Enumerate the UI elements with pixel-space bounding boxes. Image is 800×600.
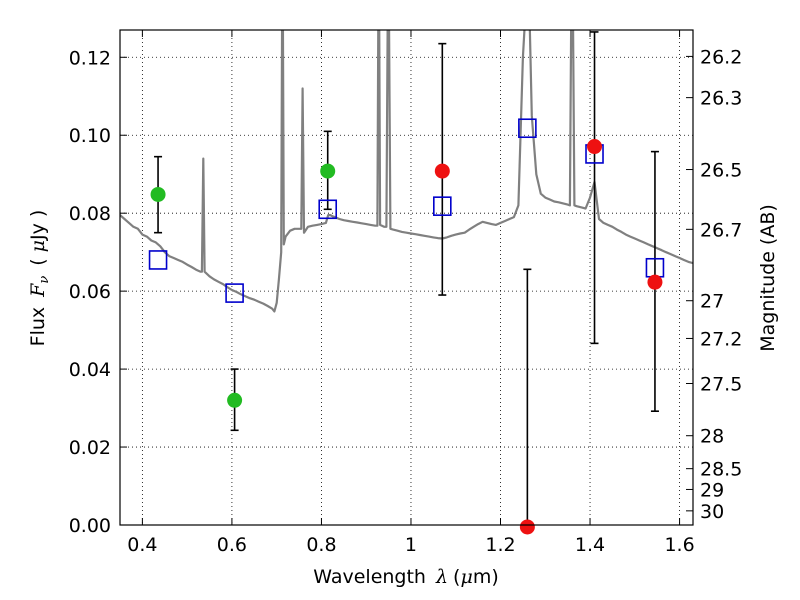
- axis-ticks: 0.4 0.6 0.8 1 1.2 1.4 1.6 0.00 0.02 0.04 0.06 0.08 0…: [69, 30, 742, 556]
- y-tick-label: 0.00: [69, 515, 111, 537]
- y2-tick-label: 30: [700, 501, 724, 523]
- model-flux-square: [318, 199, 338, 220]
- observed-flux-point: [434, 163, 450, 179]
- observed-flux-point: [150, 186, 166, 202]
- x-tick-label: 0.6: [217, 534, 247, 556]
- x-tick-label: 1.4: [575, 534, 605, 556]
- observed-flux-point: [519, 519, 535, 535]
- observed-flux-point: [227, 392, 243, 408]
- template-spectrum-line: [120, 30, 693, 313]
- y-tick-label: 0.12: [69, 47, 111, 69]
- x-tick-label: 0.4: [127, 534, 157, 556]
- model-flux-square: [225, 283, 244, 303]
- y2-tick-label: 26.7: [700, 219, 742, 241]
- x-tick-label: 1: [405, 534, 417, 556]
- x-tick-label: 1.6: [664, 534, 694, 556]
- y-axis-label: FluxFν(μJy ): [27, 210, 52, 347]
- observed-flux-point: [587, 139, 603, 155]
- y2-tick-label: 28: [700, 426, 724, 448]
- x-tick-label: 1.2: [485, 534, 515, 556]
- y2-tick-label: 28.5: [700, 459, 742, 481]
- y2-tick-label: 27.2: [700, 328, 742, 350]
- y-tick-label: 0.02: [69, 437, 111, 459]
- x-axis-label: Wavelength λ (μm): [313, 566, 498, 588]
- y2-tick-label: 26.2: [700, 46, 742, 68]
- y2-tick-label: 26.5: [700, 160, 742, 182]
- y2-axis-label: Magnitude (AB): [757, 204, 779, 352]
- plot-frame: [119, 29, 694, 526]
- observed-flux-point: [320, 163, 336, 179]
- y-tick-label: 0.10: [69, 125, 111, 147]
- model-flux-square: [148, 250, 168, 270]
- y2-tick-label: 29: [700, 479, 724, 501]
- y2-tick-label: 26.3: [700, 88, 742, 110]
- y2-tick-label: 27: [700, 291, 724, 313]
- y-tick-label: 0.08: [69, 203, 111, 225]
- model-flux-square: [433, 196, 452, 216]
- model-flux-square: [518, 118, 537, 139]
- y2-tick-label: 27.5: [700, 373, 742, 395]
- observed-photometry-layer: [150, 139, 663, 535]
- y-tick-label: 0.04: [69, 359, 111, 381]
- y-tick-label: 0.06: [69, 281, 111, 303]
- grid: [120, 30, 693, 526]
- template-spectrum-layer: [120, 30, 693, 313]
- observed-flux-point: [647, 274, 663, 290]
- x-tick-label: 0.8: [306, 534, 336, 556]
